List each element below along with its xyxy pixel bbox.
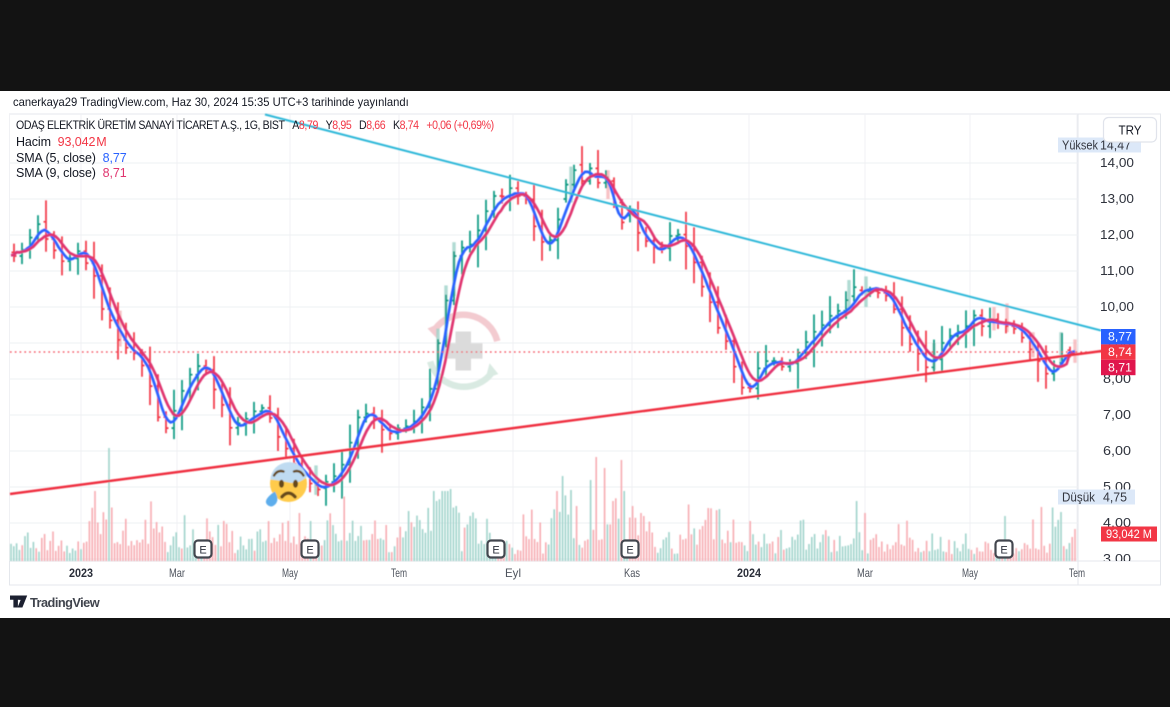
svg-text:E: E [492, 545, 499, 557]
svg-text:E: E [626, 545, 633, 557]
svg-text:8,71: 8,71 [1108, 361, 1132, 375]
svg-text:Kas: Kas [624, 566, 640, 580]
svg-text:E: E [306, 545, 313, 557]
svg-text:4,00: 4,00 [1103, 515, 1131, 530]
svg-text:12,00: 12,00 [1100, 227, 1134, 242]
svg-text:E: E [1000, 545, 1007, 557]
svg-text:TRY: TRY [1119, 124, 1143, 138]
svg-text:Mar: Mar [857, 566, 873, 580]
svg-text:11,00: 11,00 [1100, 263, 1134, 278]
svg-text:Tem: Tem [1069, 566, 1085, 580]
svg-text:Düşük: Düşük [1062, 491, 1096, 505]
svg-text:2023: 2023 [69, 566, 93, 580]
svg-text:2024: 2024 [737, 566, 761, 580]
svg-text:93,042 M: 93,042 M [1106, 527, 1152, 541]
svg-text:13,00: 13,00 [1100, 191, 1134, 206]
svg-text:6,00: 6,00 [1103, 443, 1131, 458]
svg-text:E: E [199, 545, 206, 557]
svg-text:Mar: Mar [169, 566, 185, 580]
svg-text:Eyl: Eyl [505, 566, 521, 580]
svg-text:8,77: 8,77 [1108, 330, 1132, 344]
svg-text:4,75: 4,75 [1103, 491, 1127, 505]
svg-text:May: May [962, 566, 978, 580]
svg-text:May: May [282, 566, 298, 580]
svg-text:7,00: 7,00 [1103, 407, 1131, 422]
svg-text:Yüksek: Yüksek [1062, 139, 1099, 153]
svg-text:14,00: 14,00 [1100, 155, 1134, 170]
svg-text:10,00: 10,00 [1100, 299, 1134, 314]
svg-text:3,00: 3,00 [1103, 551, 1131, 566]
svg-text:8,74: 8,74 [1108, 345, 1132, 359]
svg-text:Tem: Tem [391, 566, 407, 580]
